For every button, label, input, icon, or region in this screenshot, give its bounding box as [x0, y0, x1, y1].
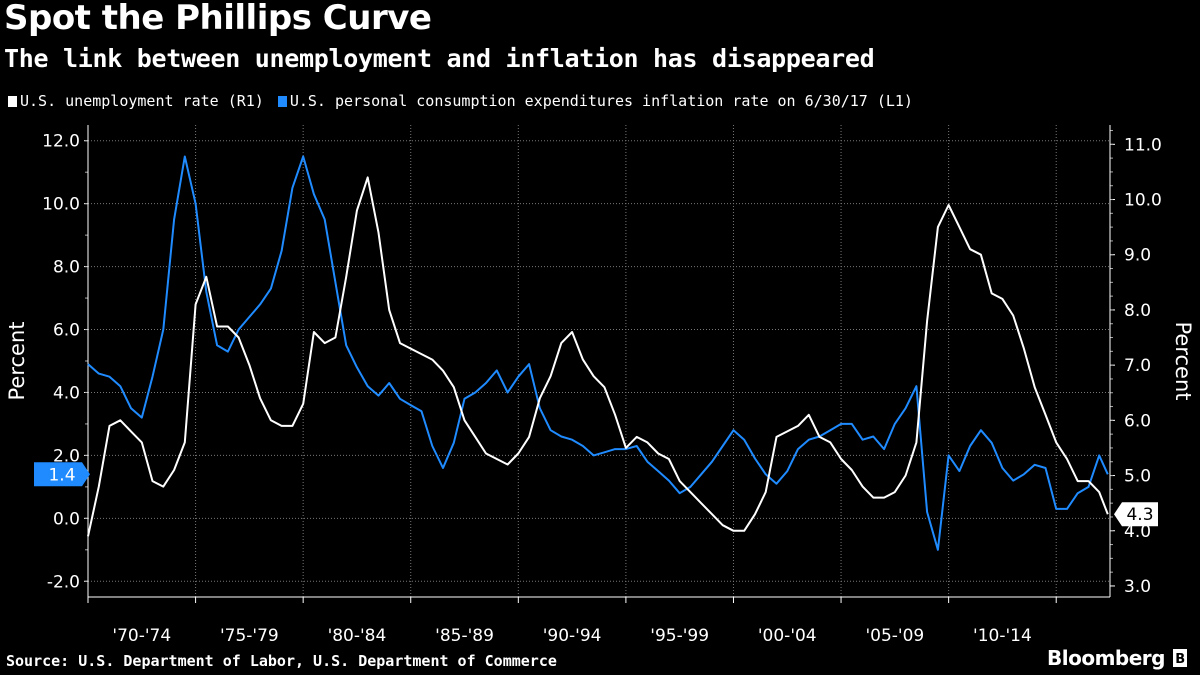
svg-text:B: B — [1175, 652, 1184, 667]
legend-swatch-inflation — [277, 95, 287, 107]
bloomberg-b-icon: B — [1172, 649, 1187, 667]
right-tick-label: 3.0 — [1124, 577, 1151, 597]
right-tick-label: 9.0 — [1124, 246, 1151, 266]
left-tick-label: -2.0 — [47, 572, 80, 592]
x-tick-label: '05-'09 — [865, 626, 924, 646]
legend-item-unemployment: U.S. unemployment rate (R1) — [8, 92, 264, 110]
right-tick-label: 4.0 — [1124, 522, 1151, 542]
inflation-last-value-tag — [34, 462, 90, 487]
x-tick-label: '00-'04 — [758, 626, 817, 646]
brand-name: Bloomberg — [1047, 646, 1165, 670]
chart-grid — [88, 125, 1110, 597]
right-tick-label: 6.0 — [1124, 411, 1151, 431]
source-note: Source: U.S. Department of Labor, U.S. D… — [6, 652, 557, 670]
chart-legend: U.S. unemployment rate (R1) U.S. persona… — [8, 92, 913, 110]
right-tick-label: 10.0 — [1124, 191, 1162, 211]
left-tick-label: 2.0 — [53, 446, 80, 466]
left-tick-label: 4.0 — [53, 383, 80, 403]
left-tick-label: 0.0 — [53, 509, 80, 529]
unemployment-last-value-tag — [1114, 502, 1158, 527]
chart-tick-labels: -2.0 0.0 2.0 4.0 6.0 8.0 10.0 12.0 3.0 4.0 5.0 6.0 7… — [5, 132, 1195, 646]
left-axis-title: Percent — [5, 321, 29, 400]
left-tick-label: 10.0 — [42, 195, 80, 215]
chart-subtitle: The link between unemployment and inflat… — [4, 44, 875, 73]
x-tick-label: '75-'79 — [220, 626, 279, 646]
left-tick-label: 8.0 — [53, 258, 80, 278]
legend-label-inflation: U.S. personal consumption expenditures i… — [289, 92, 913, 110]
left-tick-label: 6.0 — [53, 321, 80, 341]
chart-title: Spot the Phillips Curve — [4, 0, 432, 38]
right-tick-label: 5.0 — [1124, 467, 1151, 487]
legend-label-unemployment: U.S. unemployment rate (R1) — [20, 92, 264, 110]
x-tick-label: '90-'94 — [543, 626, 602, 646]
x-tick-label: '70-'74 — [112, 626, 171, 646]
right-tick-label: 7.0 — [1124, 356, 1151, 376]
unemployment-last-value-label: 4.3 — [1126, 505, 1153, 525]
legend-swatch-unemployment — [8, 95, 17, 107]
x-tick-label: '95-'99 — [650, 626, 709, 646]
unemployment-series-line — [87, 176, 1109, 537]
x-tick-label: '80-'84 — [328, 626, 387, 646]
chart-series — [34, 155, 1158, 551]
x-tick-label: '85-'89 — [435, 626, 494, 646]
brand-logo: Bloomberg B — [1047, 646, 1187, 670]
right-tick-label: 8.0 — [1124, 301, 1151, 321]
inflation-series-line — [87, 155, 1109, 551]
legend-item-inflation: U.S. personal consumption expenditures i… — [277, 92, 913, 110]
chart-axes — [84, 125, 1115, 603]
x-tick-label: '10-'14 — [973, 626, 1032, 646]
inflation-last-value-label: 1.4 — [48, 465, 75, 485]
right-axis-title: Percent — [1171, 321, 1195, 400]
left-tick-label: 12.0 — [42, 132, 80, 152]
right-tick-label: 11.0 — [1124, 135, 1162, 155]
